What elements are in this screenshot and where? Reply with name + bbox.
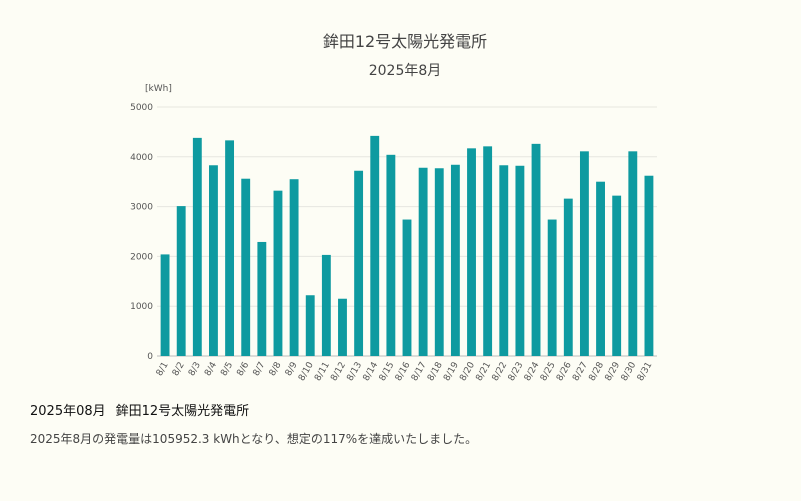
x-tick-label: 8/29 bbox=[604, 360, 623, 383]
chart: 鉾田12号太陽光発電所 2025年8月 [kWh] 0 1000 2000 3000 4… bbox=[130, 32, 657, 383]
report-period: 2025年08月 bbox=[30, 404, 106, 419]
x-tick-label: 8/10 bbox=[297, 360, 316, 383]
x-tick-label: 8/6 bbox=[235, 360, 251, 378]
bar-8-26 bbox=[563, 198, 573, 356]
chart-subtitle: 2025年8月 bbox=[369, 63, 442, 79]
bar-8-7 bbox=[257, 241, 267, 356]
bar-8-12 bbox=[338, 298, 347, 356]
bar-8-16 bbox=[402, 219, 412, 356]
bar-8-5 bbox=[225, 140, 235, 356]
chart-title: 鉾田12号太陽光発電所 bbox=[323, 32, 487, 51]
y-tick-label: 0 bbox=[147, 352, 153, 362]
bar-8-25 bbox=[547, 219, 557, 356]
x-tick-label: 8/23 bbox=[507, 361, 526, 384]
x-tick-label: 8/26 bbox=[555, 360, 574, 383]
y-axis-unit: [kWh] bbox=[145, 84, 172, 94]
bar-8-27 bbox=[579, 151, 589, 356]
report-plant: 鉾田12号太陽光発電所 bbox=[115, 404, 250, 419]
x-tick-label: 8/16 bbox=[394, 360, 413, 383]
bar-8-18 bbox=[434, 168, 444, 356]
bar-8-9 bbox=[289, 179, 299, 356]
x-tick-label: 8/24 bbox=[523, 360, 542, 383]
report-summary: 2025年8月の発電量は105952.3 kWhとなり、想定の117%を達成いた… bbox=[30, 432, 478, 446]
bar-8-20 bbox=[467, 148, 476, 356]
x-tick-label: 8/4 bbox=[203, 360, 219, 378]
bar-8-4 bbox=[209, 165, 218, 356]
x-tick-label: 8/30 bbox=[620, 360, 639, 383]
bar-8-8 bbox=[273, 190, 283, 356]
bar-8-15 bbox=[386, 154, 396, 356]
y-tick-label: 4000 bbox=[130, 153, 153, 163]
x-tick-label: 8/3 bbox=[187, 361, 203, 379]
x-tick-label: 8/8 bbox=[268, 360, 284, 378]
x-tick-label: 8/7 bbox=[252, 361, 268, 379]
x-tick-label: 8/27 bbox=[571, 361, 590, 384]
bar-8-14 bbox=[370, 135, 380, 356]
x-tick-label: 8/22 bbox=[491, 360, 510, 383]
x-tick-label: 8/20 bbox=[458, 360, 477, 383]
bars bbox=[160, 135, 654, 356]
y-tick-label: 2000 bbox=[130, 252, 153, 262]
y-tick-label: 3000 bbox=[130, 203, 153, 213]
report-heading: 2025年08月 鉾田12号太陽光発電所 bbox=[30, 400, 259, 419]
y-axis-ticks: 0 1000 2000 3000 4000 5000 bbox=[130, 103, 153, 362]
bar-8-6 bbox=[241, 178, 251, 356]
bar-8-22 bbox=[499, 165, 509, 356]
x-tick-label: 8/21 bbox=[474, 361, 493, 384]
bar-8-31 bbox=[644, 175, 654, 356]
bar-8-1 bbox=[160, 254, 170, 356]
x-tick-label: 8/31 bbox=[636, 361, 655, 384]
x-tick-label: 8/2 bbox=[171, 361, 187, 379]
x-tick-label: 8/1 bbox=[155, 361, 171, 379]
y-tick-label: 5000 bbox=[130, 103, 153, 113]
bar-8-21 bbox=[483, 146, 493, 356]
y-tick-label: 1000 bbox=[130, 302, 153, 312]
x-tick-label: 8/9 bbox=[284, 360, 300, 378]
x-tick-label: 8/13 bbox=[345, 361, 364, 384]
bar-8-10 bbox=[305, 295, 315, 356]
bar-8-3 bbox=[192, 137, 202, 356]
x-tick-label: 8/14 bbox=[362, 360, 381, 383]
x-tick-label: 8/17 bbox=[410, 361, 429, 384]
bar-8-17 bbox=[418, 167, 428, 356]
bar-8-11 bbox=[321, 254, 331, 356]
x-tick-label: 8/15 bbox=[378, 361, 397, 384]
bar-8-28 bbox=[596, 181, 605, 356]
bar-8-2 bbox=[176, 206, 186, 356]
bar-8-19 bbox=[450, 164, 460, 356]
x-tick-label: 8/12 bbox=[329, 361, 348, 384]
bar-8-23 bbox=[515, 165, 525, 356]
x-tick-label: 8/28 bbox=[587, 360, 606, 383]
x-tick-label: 8/5 bbox=[219, 361, 235, 379]
bar-8-13 bbox=[354, 170, 364, 356]
bar-8-29 bbox=[612, 195, 622, 356]
bar-8-24 bbox=[531, 143, 541, 356]
x-tick-label: 8/25 bbox=[539, 361, 558, 384]
x-tick-label: 8/18 bbox=[426, 360, 445, 383]
x-axis-ticks: 8/1 8/2 8/3 8/4 8/5 8/6 8/7 8/8 8/98/108/118/128… bbox=[155, 360, 655, 383]
bar-8-30 bbox=[628, 151, 638, 356]
x-tick-label: 8/19 bbox=[442, 360, 461, 383]
x-tick-label: 8/11 bbox=[313, 361, 332, 384]
